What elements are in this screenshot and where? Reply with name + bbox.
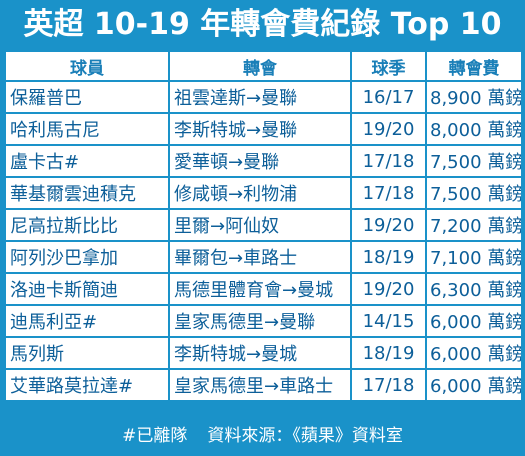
fee-cell: 8,900 萬鎊 [427, 82, 521, 112]
season-cell: 14/15 [352, 306, 425, 336]
fee-cell: 6,000 萬鎊 [427, 338, 521, 368]
season-cell: 19/20 [352, 210, 425, 240]
fee-cell: 6,300 萬鎊 [427, 274, 521, 304]
fee-cell: 6,000 萬鎊 [427, 370, 521, 400]
season-cell: 17/18 [352, 146, 425, 176]
transfer-table: 球員 轉會 球季 轉會費 保羅普巴 祖雲達斯→曼聯 16/17 8,900 萬鎊… [4, 50, 523, 402]
transfer-cell: 畢爾包→車路士 [170, 242, 350, 272]
source-credit: 資料來源：《蘋果》資料室 [207, 426, 403, 446]
table-row: 洛迪卡斯簡迪 馬德里體育會→曼城 19/20 6,300 萬鎊 [6, 274, 521, 304]
table-row: 尼高拉斯比比 里爾→阿仙奴 19/20 7,200 萬鎊 [6, 210, 521, 240]
transfer-cell: 李斯特城→曼聯 [170, 114, 350, 144]
fee-cell: 7,500 萬鎊 [427, 146, 521, 176]
player-cell: 盧卡古# [6, 146, 168, 176]
fee-cell: 7,500 萬鎊 [427, 178, 521, 208]
table-row: 艾華路莫拉達# 皇家馬德里→車路士 17/18 6,000 萬鎊 [6, 370, 521, 400]
fee-cell: 6,000 萬鎊 [427, 306, 521, 336]
transfer-cell: 里爾→阿仙奴 [170, 210, 350, 240]
player-cell: 迪馬利亞# [6, 306, 168, 336]
season-cell: 18/19 [352, 338, 425, 368]
player-cell: 華基爾雲迪積克 [6, 178, 168, 208]
transfer-cell: 李斯特城→曼城 [170, 338, 350, 368]
column-header-fee: 轉會費 [427, 52, 521, 80]
footer: #已離隊 資料來源：《蘋果》資料室 [0, 418, 525, 454]
season-cell: 17/18 [352, 370, 425, 400]
season-cell: 18/19 [352, 242, 425, 272]
table-row: 保羅普巴 祖雲達斯→曼聯 16/17 8,900 萬鎊 [6, 82, 521, 112]
transfer-cell: 愛華頓→曼聯 [170, 146, 350, 176]
departed-note: #已離隊 [122, 426, 188, 446]
column-header-season: 球季 [352, 52, 425, 80]
page-title: 英超 10-19 年轉會費紀錄 Top 10 [23, 7, 502, 42]
transfer-cell: 修咸頓→利物浦 [170, 178, 350, 208]
player-cell: 洛迪卡斯簡迪 [6, 274, 168, 304]
fee-cell: 7,200 萬鎊 [427, 210, 521, 240]
season-cell: 19/20 [352, 114, 425, 144]
player-cell: 尼高拉斯比比 [6, 210, 168, 240]
transfer-cell: 皇家馬德里→曼聯 [170, 306, 350, 336]
column-header-transfer: 轉會 [170, 52, 350, 80]
player-cell: 艾華路莫拉達# [6, 370, 168, 400]
transfer-cell: 祖雲達斯→曼聯 [170, 82, 350, 112]
table-row: 迪馬利亞# 皇家馬德里→曼聯 14/15 6,000 萬鎊 [6, 306, 521, 336]
table-row: 哈利馬古尼 李斯特城→曼聯 19/20 8,000 萬鎊 [6, 114, 521, 144]
column-header-player: 球員 [6, 52, 168, 80]
table-header-row: 球員 轉會 球季 轉會費 [6, 52, 521, 80]
fee-cell: 7,100 萬鎊 [427, 242, 521, 272]
season-cell: 16/17 [352, 82, 425, 112]
table-row: 阿列沙巴拿加 畢爾包→車路士 18/19 7,100 萬鎊 [6, 242, 521, 272]
player-cell: 保羅普巴 [6, 82, 168, 112]
fee-cell: 8,000 萬鎊 [427, 114, 521, 144]
table-row: 馬列斯 李斯特城→曼城 18/19 6,000 萬鎊 [6, 338, 521, 368]
transfer-cell: 皇家馬德里→車路士 [170, 370, 350, 400]
season-cell: 17/18 [352, 178, 425, 208]
table-row: 華基爾雲迪積克 修咸頓→利物浦 17/18 7,500 萬鎊 [6, 178, 521, 208]
season-cell: 19/20 [352, 274, 425, 304]
player-cell: 哈利馬古尼 [6, 114, 168, 144]
transfer-cell: 馬德里體育會→曼城 [170, 274, 350, 304]
table-row: 盧卡古# 愛華頓→曼聯 17/18 7,500 萬鎊 [6, 146, 521, 176]
player-cell: 馬列斯 [6, 338, 168, 368]
player-cell: 阿列沙巴拿加 [6, 242, 168, 272]
